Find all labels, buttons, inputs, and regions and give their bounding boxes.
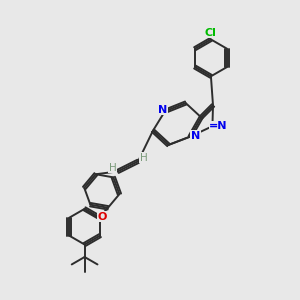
Text: O: O — [98, 212, 107, 222]
Text: N: N — [158, 105, 167, 115]
Text: H: H — [140, 153, 147, 163]
Text: Cl: Cl — [205, 28, 217, 38]
Text: N: N — [191, 131, 200, 141]
Text: =N: =N — [209, 121, 228, 131]
Text: H: H — [109, 163, 116, 173]
